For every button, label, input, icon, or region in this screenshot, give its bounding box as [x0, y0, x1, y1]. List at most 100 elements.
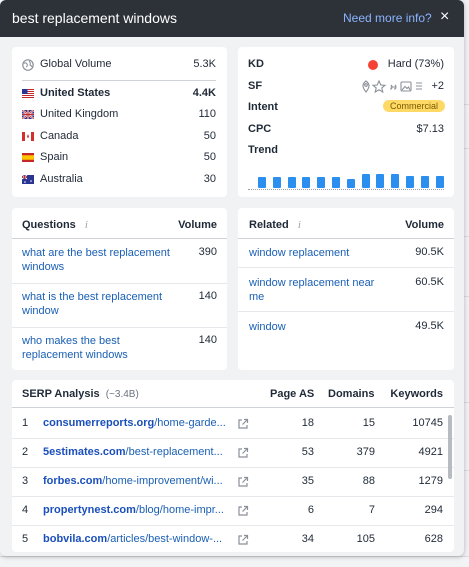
serp-result-link[interactable]: consumerreports.org/home-garde...	[43, 417, 226, 429]
country-volume: 110	[198, 108, 216, 120]
questions-volume-header: Volume	[178, 219, 217, 231]
keywords-header: Keywords	[390, 388, 443, 400]
row-divider	[12, 496, 454, 497]
serp-domains: 7	[368, 504, 375, 516]
serp-domains: 88	[362, 475, 375, 487]
serp-page-as: 53	[301, 446, 314, 458]
external-link-icon[interactable]	[237, 447, 249, 459]
serp-domains: 15	[362, 417, 375, 429]
serp-result-link[interactable]: bobvila.com/articles/best-window-...	[43, 533, 223, 545]
trend-baseline	[248, 189, 444, 190]
serp-result-link[interactable]: propertynest.com/blog/home-impr...	[43, 504, 224, 516]
related-link[interactable]: window replacement	[249, 247, 350, 259]
question-link[interactable]: what is the best replacement window	[22, 291, 163, 317]
serp-scrollbar[interactable]	[448, 415, 452, 479]
serp-rank: 2	[22, 446, 29, 458]
row-divider	[12, 327, 227, 328]
difficulty-dot-icon	[368, 60, 378, 70]
info-icon[interactable]: i	[297, 219, 301, 231]
trend-bar	[317, 177, 326, 188]
global-volume-row: Global Volume 5.3K	[22, 57, 216, 73]
kd-label: KD	[248, 58, 264, 70]
country-row-uk: United Kingdom 110	[22, 107, 216, 123]
serp-header: SERP Analysis (~3.4B)	[22, 388, 139, 400]
close-icon[interactable]: ×	[440, 8, 450, 25]
related-volume: 60.5K	[415, 276, 444, 288]
australia-flag-icon	[22, 175, 34, 184]
serp-page-as: 18	[301, 417, 314, 429]
sf-extra-count: +2	[431, 80, 444, 92]
question-link[interactable]: what are the best replacement windows	[22, 247, 170, 273]
page-as-header: Page AS	[270, 388, 315, 400]
volume-card: Global Volume 5.3K United States 4.4K Un…	[12, 47, 227, 197]
related-header: Related i	[249, 219, 301, 231]
keyword-title: best replacement windows	[12, 10, 177, 26]
related-link[interactable]: window	[249, 321, 286, 333]
sf-label: SF	[248, 80, 263, 92]
serp-page-as: 35	[301, 475, 314, 487]
intent-row: Intent Commercial	[248, 100, 446, 113]
related-link[interactable]: window replacement near me	[249, 277, 375, 303]
cpc-row: CPC $7.13	[248, 123, 444, 135]
serp-keywords: 4921	[418, 446, 443, 458]
serp-keywords: 628	[424, 533, 443, 545]
country-name: Canada	[40, 130, 79, 142]
kd-value: Hard (73%)	[387, 58, 444, 70]
related-volume: 49.5K	[415, 320, 444, 332]
uk-flag-icon	[22, 110, 34, 119]
global-volume-label: Global Volume	[40, 58, 112, 70]
question-volume: 140	[198, 290, 217, 302]
serp-domains: 105	[356, 533, 375, 545]
serp-features-icons	[362, 80, 422, 93]
canada-flag-icon	[22, 132, 34, 141]
background-bottom	[0, 556, 469, 567]
trend-bar	[272, 177, 281, 188]
divider	[12, 238, 227, 239]
external-link-icon[interactable]	[237, 534, 249, 546]
metrics-card: KD Hard (73%) SF +2 Intent Commerc	[238, 47, 454, 197]
row-divider	[12, 525, 454, 526]
country-row-au: Australia 30	[22, 172, 216, 188]
serp-rank: 4	[22, 504, 29, 516]
country-name: Spain	[40, 151, 69, 163]
country-row-ca: Canada 50	[22, 129, 216, 145]
trend-bar	[258, 177, 266, 188]
us-flag-icon	[22, 89, 34, 98]
cpc-value: $7.13	[416, 123, 444, 135]
serp-rank: 3	[22, 475, 29, 487]
serp-page-as: 6	[307, 504, 314, 516]
serp-result-link[interactable]: 5estimates.com/best-replacement...	[43, 446, 223, 458]
serp-count: (~3.4B)	[105, 389, 139, 400]
trend-bar	[420, 176, 429, 188]
external-link-icon[interactable]	[237, 476, 249, 488]
row-divider	[12, 283, 227, 284]
related-volume: 90.5K	[415, 246, 444, 258]
related-volume-header: Volume	[405, 219, 444, 231]
question-link[interactable]: who makes the best replacement windows	[22, 335, 128, 361]
trend-row: Trend	[248, 144, 444, 156]
info-icon[interactable]: i	[84, 219, 88, 231]
country-row-es: Spain 50	[22, 150, 216, 166]
serp-result-link[interactable]: forbes.com/home-improvement/wi...	[43, 475, 223, 487]
cpc-label: CPC	[248, 123, 272, 135]
intent-label: Intent	[248, 101, 278, 113]
serp-keywords: 10745	[412, 417, 443, 429]
divider	[238, 238, 454, 239]
external-link-icon[interactable]	[237, 505, 249, 517]
questions-card: Questions i Volume what are the best rep…	[12, 208, 227, 370]
country-volume: 30	[203, 173, 216, 185]
serp-page-as: 34	[301, 533, 314, 545]
questions-header: Questions i	[22, 219, 88, 231]
country-name: Australia	[40, 173, 83, 185]
question-volume: 390	[198, 246, 217, 258]
external-link-icon[interactable]	[237, 418, 249, 430]
trend-bar	[435, 176, 444, 188]
need-more-info-link[interactable]: Need more info?	[343, 11, 432, 25]
trend-bar	[332, 177, 340, 188]
country-volume: 4.4K	[192, 87, 216, 99]
divider	[22, 80, 216, 81]
serp-domains: 379	[356, 446, 375, 458]
row-divider	[12, 467, 454, 468]
country-volume: 50	[203, 130, 216, 142]
serp-keywords: 294	[424, 504, 443, 516]
